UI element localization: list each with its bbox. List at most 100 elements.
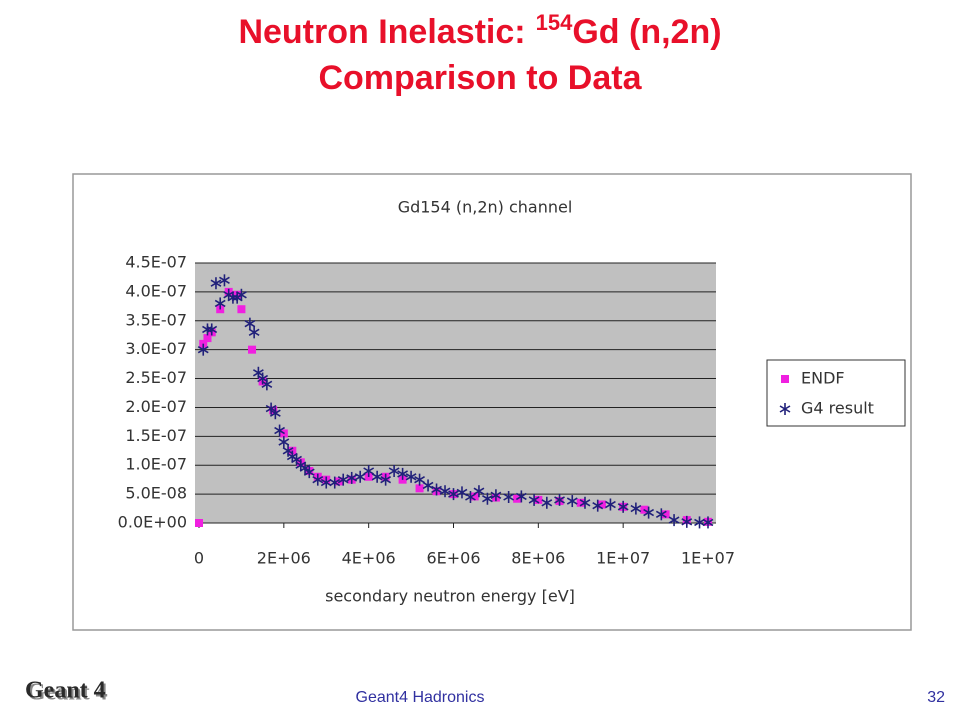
data-point (694, 516, 705, 529)
y-tick-label: 3.5E-07 (125, 310, 187, 329)
asterisk-stroke (248, 328, 260, 337)
data-point (576, 498, 585, 507)
asterisk-stroke (503, 493, 515, 501)
asterisk-stroke (490, 491, 502, 499)
data-point (261, 378, 273, 391)
plot-area (195, 263, 716, 523)
asterisk-stroke (265, 404, 277, 413)
asterisk-stroke (448, 490, 459, 498)
data-point (702, 516, 714, 529)
data-point (668, 514, 680, 527)
x-tick-label: 2E+06 (257, 549, 311, 568)
page-number: 32 (927, 689, 945, 706)
data-point (214, 297, 226, 310)
legend-label: ENDF (801, 369, 845, 388)
y-tick-label: 2.5E-07 (125, 368, 187, 387)
data-point (661, 510, 670, 519)
data-point (448, 488, 459, 501)
data-point (312, 473, 324, 486)
y-tick-label: 5.0E-08 (125, 484, 187, 503)
slide-subtitle: Comparison to Data (318, 59, 642, 97)
data-point (415, 484, 424, 493)
asterisk-stroke (439, 487, 451, 495)
data-point (195, 519, 203, 527)
data-point (337, 473, 349, 486)
data-point (528, 493, 540, 506)
data-point (397, 467, 409, 480)
data-point (422, 479, 434, 492)
asterisk-stroke (528, 496, 540, 504)
asterisk-stroke (655, 510, 667, 519)
y-tick-label: 4.5E-07 (125, 253, 187, 272)
asterisk-stroke (681, 518, 693, 526)
asterisk-stroke (388, 467, 400, 475)
asterisk-stroke (214, 299, 226, 308)
x-axis-label: secondary neutron energy [eV] (325, 587, 575, 606)
data-point (237, 305, 246, 314)
title-text: Neutron Inelastic: (238, 13, 525, 51)
data-point (244, 317, 256, 330)
data-point (597, 500, 606, 509)
data-point (439, 485, 451, 498)
asterisk-stroke (244, 319, 256, 328)
asterisk-stroke (482, 495, 493, 503)
title-superscript: 154 (536, 10, 573, 35)
asterisk-stroke (473, 487, 485, 495)
asterisk-stroke (236, 291, 247, 299)
asterisk-stroke (380, 475, 392, 484)
data-point (470, 492, 479, 501)
asterisk-stroke (405, 473, 417, 481)
x-tick-label: 8E+06 (511, 549, 565, 568)
asterisk-stroke (579, 499, 591, 507)
asterisk-stroke (397, 470, 409, 478)
asterisk-stroke (227, 293, 239, 302)
data-point (643, 506, 655, 519)
asterisk-stroke (337, 475, 349, 484)
asterisk-stroke (422, 481, 434, 490)
data-point (363, 465, 375, 477)
asterisk-stroke (257, 374, 269, 383)
data-point (206, 323, 218, 336)
data-point (274, 424, 286, 437)
data-point (605, 498, 616, 511)
chart-title: Gd154 (n,2n) channel (398, 198, 573, 217)
data-point (431, 483, 442, 496)
data-point (265, 402, 277, 415)
data-point (579, 496, 591, 509)
data-point (346, 471, 358, 484)
asterisk-stroke (554, 496, 565, 504)
data-point (490, 489, 502, 502)
asterisk-stroke (320, 478, 332, 487)
data-point (219, 274, 230, 287)
asterisk-stroke (197, 345, 209, 354)
asterisk-stroke (617, 503, 629, 511)
data-point (354, 470, 366, 483)
legend-marker (779, 403, 791, 415)
data-point (329, 476, 341, 489)
data-point (482, 492, 493, 505)
asterisk-stroke (303, 468, 315, 476)
slide-title: Neutron Inelastic: 154Gd (n,2n) (238, 10, 721, 51)
data-point (303, 466, 315, 479)
data-point (269, 407, 281, 420)
data-point (388, 465, 400, 477)
data-point (380, 473, 392, 486)
data-point (197, 343, 209, 356)
data-point (210, 277, 222, 290)
y-tick-label: 2.0E-07 (125, 397, 187, 416)
asterisk-stroke (291, 455, 302, 464)
data-point (278, 436, 290, 449)
asterisk-stroke (694, 518, 705, 527)
asterisk-stroke (566, 497, 578, 505)
asterisk-stroke (371, 473, 383, 481)
asterisk-stroke (515, 492, 527, 501)
data-point (299, 462, 311, 475)
legend-box (766, 359, 906, 427)
data-point (227, 291, 239, 304)
title-text: Gd (n,2n) (572, 13, 721, 51)
asterisk-stroke (456, 488, 468, 497)
asterisk-stroke (354, 473, 366, 481)
asterisk-stroke (414, 475, 425, 484)
